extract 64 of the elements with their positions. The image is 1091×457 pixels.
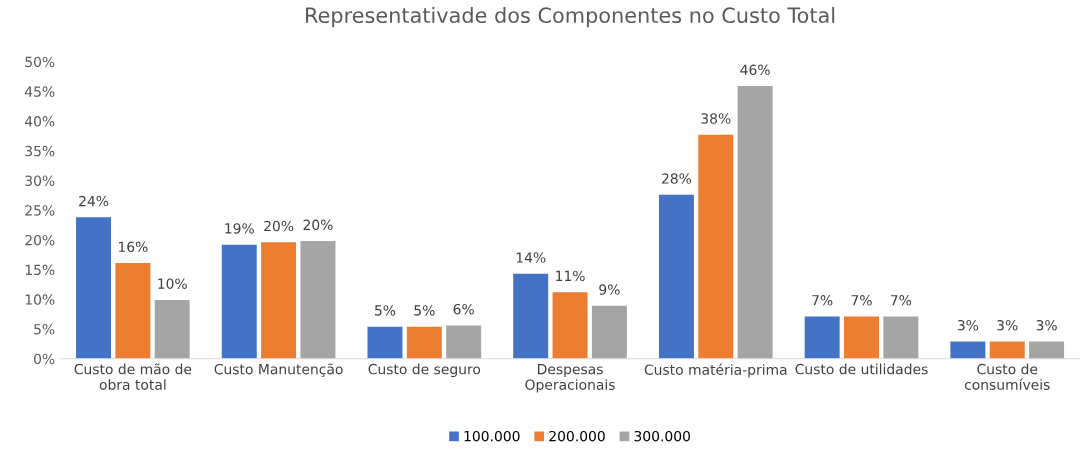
bar (367, 326, 403, 359)
y-tick-label: 15% (25, 264, 55, 276)
y-tick-label: 40% (24, 116, 55, 127)
data-label: 28% (662, 173, 692, 184)
y-tick-label: 30% (25, 175, 55, 186)
bar (115, 263, 151, 359)
chart-title: Representativade dos Componentes no Custo Total (306, 6, 835, 28)
bar (300, 241, 336, 359)
bar (737, 86, 773, 359)
x-tick-label: Custo de mão de obra total (74, 363, 192, 390)
data-label: 3% (997, 319, 1018, 331)
x-tick-label: Custo de seguro (368, 363, 481, 378)
legend-label: 100.000 (464, 430, 520, 442)
data-label: 20% (264, 220, 294, 232)
bar (406, 326, 442, 359)
bar (154, 299, 190, 359)
bar (804, 316, 840, 359)
data-label: 16% (118, 241, 148, 253)
x-tick-label: Custo matéria-prima (644, 363, 787, 378)
bar (591, 305, 627, 359)
y-tick-label: 35% (25, 145, 55, 157)
legend-label: 300.000 (634, 430, 690, 442)
data-label: 7% (890, 295, 912, 306)
data-label: 3% (957, 319, 979, 331)
bar (513, 273, 549, 359)
bar (883, 316, 919, 359)
data-label: 46% (740, 64, 770, 76)
bar (261, 242, 297, 359)
bar (950, 341, 986, 359)
x-tick-label: Custo de utilidades (795, 363, 928, 375)
data-label: 24% (79, 195, 109, 207)
data-label: 38% (701, 113, 731, 124)
bar (658, 194, 694, 359)
y-tick-label: 10% (25, 294, 55, 305)
data-label: 10% (158, 278, 187, 289)
y-tick-label: 20% (25, 234, 55, 246)
y-tick-label: 25% (25, 205, 55, 216)
bar (446, 325, 482, 359)
data-label: 5% (414, 305, 435, 316)
y-tick-label: 0% (34, 353, 55, 365)
bar (552, 292, 588, 359)
bar (76, 217, 112, 359)
x-tick-label: Despesas Operacionais (525, 364, 615, 393)
y-tick-label: 5% (34, 324, 55, 335)
y-tick-label: 50% (25, 56, 55, 68)
bar (1029, 341, 1065, 359)
data-label: 3% (1036, 319, 1057, 331)
bar (989, 341, 1025, 359)
data-label: 5% (375, 305, 396, 316)
bar (221, 244, 257, 359)
bar (844, 316, 879, 359)
legend-label: 200.000 (549, 430, 605, 442)
data-label: 11% (556, 270, 585, 282)
data-label: 20% (303, 219, 333, 231)
bar (698, 134, 734, 359)
data-label: 7% (812, 295, 833, 306)
data-label: 19% (225, 223, 254, 234)
x-tick-label: Custo de consumíveis (964, 363, 1050, 390)
data-label: 7% (851, 295, 872, 306)
data-label: 6% (453, 303, 474, 315)
data-label: 14% (516, 252, 546, 263)
x-tick-label: Custo Manutenção (214, 363, 343, 377)
y-tick-label: 45% (24, 86, 55, 97)
data-label: 9% (599, 284, 620, 295)
